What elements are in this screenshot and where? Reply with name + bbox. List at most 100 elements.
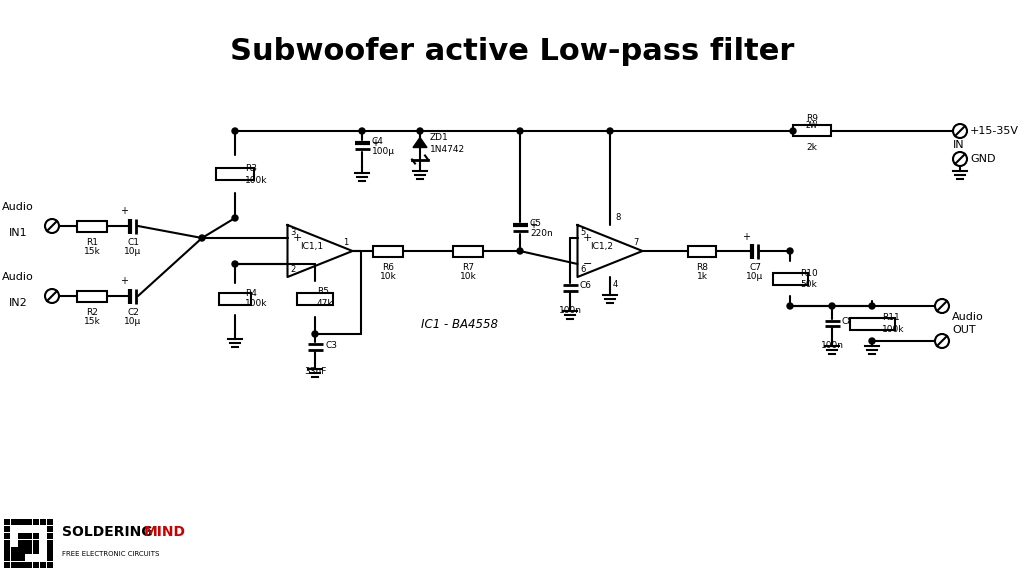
Text: +: +	[529, 220, 538, 230]
Text: 2k: 2k	[807, 143, 817, 152]
Text: IC1 - BA4558: IC1 - BA4558	[422, 317, 499, 331]
Bar	[18, 547, 25, 554]
Bar	[47, 540, 53, 547]
Bar	[11, 519, 17, 525]
Bar	[77, 290, 106, 301]
Bar	[47, 547, 53, 554]
Circle shape	[232, 215, 238, 221]
Bar	[47, 519, 53, 525]
Text: MIND: MIND	[144, 525, 186, 539]
Circle shape	[790, 128, 796, 134]
Text: 100k: 100k	[245, 176, 267, 185]
Text: R8: R8	[696, 263, 708, 272]
Text: 10k: 10k	[460, 272, 476, 281]
Circle shape	[232, 128, 238, 134]
Text: R11: R11	[882, 313, 900, 322]
Text: 47k: 47k	[317, 300, 334, 309]
Text: 100n: 100n	[820, 342, 844, 351]
Text: 50k: 50k	[800, 280, 817, 289]
Text: R9: R9	[806, 114, 818, 123]
Circle shape	[935, 299, 949, 313]
Text: 220n: 220n	[530, 229, 553, 237]
Circle shape	[45, 289, 59, 303]
Bar	[219, 293, 251, 305]
Text: R5: R5	[317, 287, 329, 297]
Circle shape	[417, 128, 423, 134]
Bar	[850, 317, 895, 329]
Text: 1: 1	[343, 238, 348, 247]
Circle shape	[232, 261, 238, 267]
Circle shape	[607, 128, 613, 134]
Text: +: +	[293, 233, 302, 243]
Bar	[33, 562, 39, 568]
Text: R6: R6	[382, 263, 394, 272]
Circle shape	[953, 152, 967, 166]
Bar	[793, 126, 831, 137]
Bar	[4, 555, 10, 561]
Bar	[11, 547, 17, 554]
Text: ZD1: ZD1	[430, 133, 449, 142]
Text: IC1,2: IC1,2	[591, 242, 613, 252]
Text: 1k: 1k	[696, 272, 708, 281]
Polygon shape	[413, 138, 427, 147]
Text: −: −	[583, 259, 592, 269]
Bar	[4, 519, 10, 525]
Text: R4: R4	[245, 290, 257, 298]
Bar	[26, 533, 32, 540]
Text: C3: C3	[325, 340, 337, 350]
Text: 1N4742: 1N4742	[430, 145, 465, 154]
Circle shape	[517, 248, 523, 254]
Text: 100k: 100k	[245, 300, 267, 309]
Bar	[216, 169, 254, 180]
Text: 6: 6	[581, 265, 586, 274]
Text: 2W: 2W	[806, 121, 818, 130]
Bar	[373, 245, 403, 256]
Text: C8: C8	[842, 317, 854, 326]
Text: 15k: 15k	[84, 317, 100, 326]
Bar	[77, 221, 106, 232]
Bar	[4, 562, 10, 568]
Text: Audio: Audio	[2, 272, 34, 282]
Text: +: +	[372, 138, 380, 148]
Bar	[18, 555, 25, 561]
Bar	[453, 245, 483, 256]
Bar	[33, 533, 39, 540]
Bar	[11, 562, 17, 568]
Text: 5: 5	[581, 228, 586, 237]
Bar	[26, 562, 32, 568]
Circle shape	[359, 128, 365, 134]
Bar	[18, 562, 25, 568]
Text: C1: C1	[127, 238, 139, 247]
Text: +: +	[120, 276, 128, 286]
Text: R1: R1	[86, 238, 98, 247]
Bar	[4, 547, 10, 554]
Bar	[18, 519, 25, 525]
Text: IC1,1: IC1,1	[300, 242, 324, 252]
Bar	[47, 555, 53, 561]
Text: 100μ: 100μ	[372, 146, 395, 156]
Circle shape	[869, 338, 874, 344]
Text: 10μ: 10μ	[124, 247, 141, 256]
Text: OUT: OUT	[952, 325, 976, 335]
Text: 33nF: 33nF	[304, 367, 327, 376]
Text: R10: R10	[800, 269, 818, 278]
Bar	[4, 526, 10, 532]
Text: R3: R3	[245, 164, 257, 173]
Text: C7: C7	[749, 263, 761, 272]
Circle shape	[312, 331, 318, 337]
Text: 7: 7	[633, 238, 639, 247]
Text: R7: R7	[462, 263, 474, 272]
Text: +: +	[120, 207, 128, 217]
Bar	[33, 540, 39, 547]
Circle shape	[829, 303, 835, 309]
Text: 100n: 100n	[558, 306, 582, 315]
Text: +: +	[742, 232, 750, 241]
Text: 2: 2	[291, 265, 296, 274]
Bar	[26, 519, 32, 525]
Circle shape	[517, 128, 523, 134]
Text: 8: 8	[615, 213, 621, 222]
Bar	[26, 540, 32, 547]
Bar	[4, 533, 10, 540]
Text: IN: IN	[953, 140, 965, 150]
Text: SOLDERING: SOLDERING	[62, 525, 153, 539]
